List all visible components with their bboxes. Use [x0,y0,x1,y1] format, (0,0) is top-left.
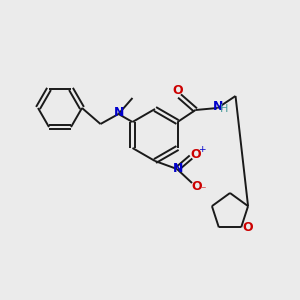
Text: H: H [220,104,229,114]
Text: ⁻: ⁻ [200,185,206,195]
Text: N: N [114,106,125,119]
Text: O: O [192,179,202,193]
Text: N: N [173,163,183,176]
Text: O: O [172,83,183,97]
Text: O: O [243,221,254,234]
Text: +: + [198,146,206,154]
Text: O: O [191,148,201,160]
Text: N: N [213,100,224,113]
